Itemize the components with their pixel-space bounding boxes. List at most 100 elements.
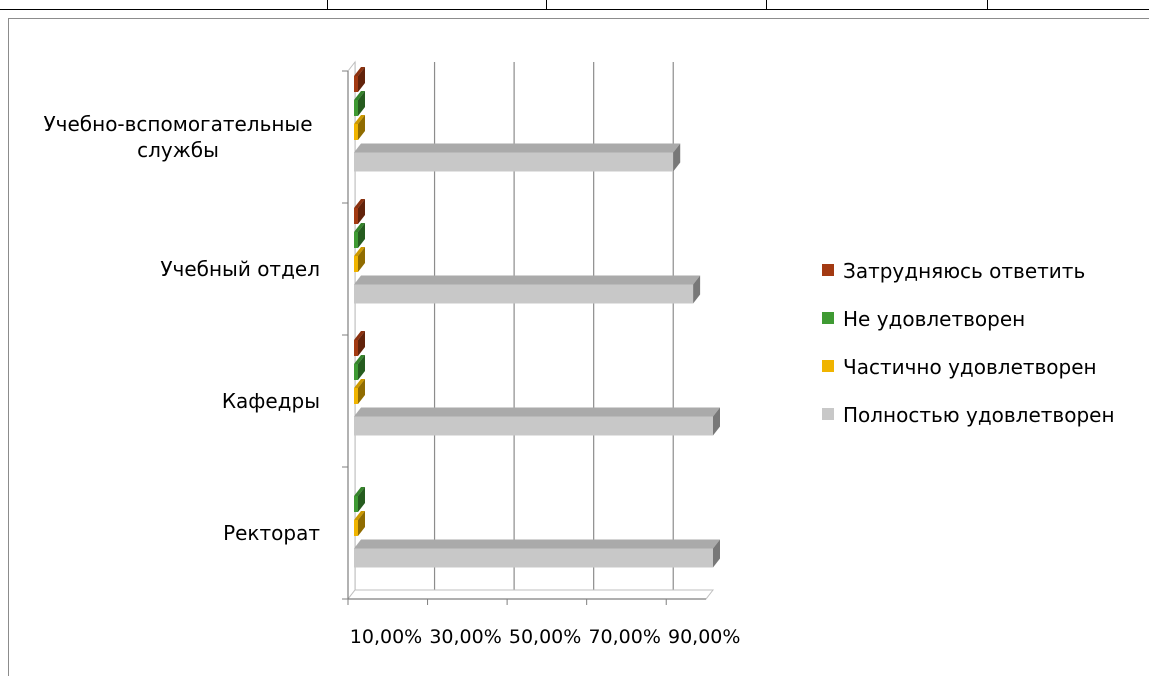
tick-labels: 10,00% 30,00% 50,00% 70,00% 90,00% [350, 626, 741, 648]
top-table-border [0, 0, 1149, 10]
bar-side [358, 379, 365, 404]
bar-top [354, 275, 701, 285]
table-cell-divider [327, 0, 328, 9]
category-label: Учебный отдел [160, 257, 320, 281]
bar [354, 223, 365, 248]
bar-top [354, 407, 720, 417]
bar-side [358, 355, 365, 380]
bar [354, 115, 365, 140]
bar-top [354, 67, 365, 76]
bar-face [354, 340, 358, 356]
table-cell-divider [987, 0, 988, 9]
legend-item: Полностью удовлетворен [822, 403, 1115, 427]
table-cell-divider [546, 0, 547, 9]
bar-top [354, 115, 365, 124]
bar-face [354, 152, 674, 172]
x-tick-label: 70,00% [588, 626, 660, 648]
category-label-line: Учебный отдел [160, 257, 320, 281]
category-label-line: Учебно-вспомогательные [43, 112, 312, 136]
legend-swatch [822, 360, 834, 372]
bar-top [354, 143, 681, 153]
bar-side [693, 275, 701, 304]
bar-top [354, 247, 365, 256]
category-label-line: службы [137, 138, 219, 162]
floor [346, 589, 715, 600]
bar-face [354, 256, 358, 272]
bar-face [354, 388, 358, 404]
bar-side [358, 487, 365, 512]
side-wall [347, 60, 356, 601]
bar-face [354, 76, 358, 92]
bar-face [354, 548, 713, 568]
bar-top [354, 355, 365, 364]
bar [354, 143, 681, 172]
bar [354, 487, 365, 512]
legend-swatch [822, 312, 834, 324]
bar [354, 407, 720, 436]
legend-swatch [822, 408, 834, 420]
bar-side [358, 511, 365, 536]
bar-top [354, 91, 365, 100]
bar-side [713, 407, 720, 436]
bar [354, 199, 365, 224]
legend-label: Полностью удовлетворен [843, 403, 1115, 427]
category-label: Учебно-вспомогательные службы [43, 112, 312, 162]
bar-side [713, 539, 720, 568]
bar-top [354, 223, 365, 232]
table-bottom-border [0, 9, 1149, 10]
legend: Затрудняюсь ответить Не удовлетворен Части… [822, 259, 1115, 427]
bar [354, 247, 365, 272]
legend-label: Не удовлетворен [843, 307, 1025, 331]
bar-face [354, 208, 358, 224]
x-tick-label: 30,00% [429, 626, 501, 648]
legend-label: Затрудняюсь ответить [843, 259, 1085, 283]
category-label: Ректорат [223, 521, 320, 545]
legend-item: Не удовлетворен [822, 307, 1025, 331]
bar [354, 379, 365, 404]
legend-item: Затрудняюсь ответить [822, 259, 1085, 283]
legend-label: Частично удовлетворен [843, 355, 1097, 379]
bars [354, 67, 720, 568]
bar-face [354, 520, 358, 536]
bar-top [354, 331, 365, 340]
bar-side [358, 91, 365, 116]
bar-side [358, 67, 365, 92]
x-tick-label: 10,00% [350, 626, 422, 648]
gridlines [347, 62, 674, 600]
bar-side [358, 331, 365, 356]
category-label: Кафедры [222, 389, 320, 413]
bar-face [354, 364, 358, 380]
bar [354, 67, 365, 92]
table-cell-divider [766, 0, 767, 9]
bar-top [354, 539, 720, 549]
bar-side [358, 247, 365, 272]
bar-face [354, 284, 694, 304]
bar [354, 355, 365, 380]
bar-side [358, 115, 365, 140]
axes [342, 60, 715, 605]
bar-face [354, 232, 358, 248]
bar-face [354, 124, 358, 140]
legend-item: Частично удовлетворен [822, 355, 1097, 379]
category-label-line: Ректорат [223, 521, 320, 545]
bar-top [354, 199, 365, 208]
bar-top [354, 487, 365, 496]
chart-frame [8, 18, 1149, 676]
bar [354, 539, 720, 568]
bar [354, 511, 365, 536]
bar [354, 91, 365, 116]
bar-face [354, 100, 358, 116]
legend-swatch [822, 264, 834, 276]
bar-side [358, 223, 365, 248]
bar [354, 275, 701, 304]
bar-top [354, 379, 365, 388]
category-labels: Учебно-вспомогательные службы Учебный отде… [43, 112, 320, 545]
bar-side [673, 143, 681, 172]
x-tick-label: 90,00% [668, 626, 740, 648]
bar-top [354, 511, 365, 520]
category-label-line: Кафедры [222, 389, 320, 413]
bar [354, 331, 365, 356]
x-tick-label: 50,00% [509, 626, 581, 648]
